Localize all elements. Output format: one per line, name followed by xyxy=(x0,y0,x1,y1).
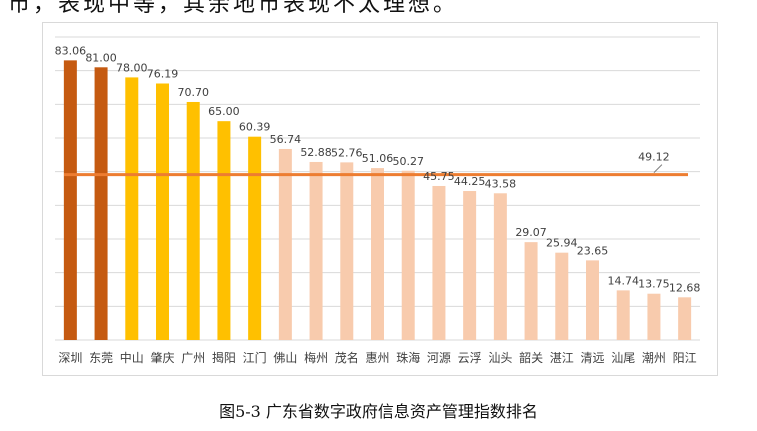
value-label: 76.19 xyxy=(147,67,179,80)
bar xyxy=(524,242,538,340)
bar xyxy=(94,67,108,341)
value-label: 23.65 xyxy=(577,244,609,257)
category-label: 东莞 xyxy=(89,351,113,365)
figure-caption: 图5-3 广东省数字政府信息资产管理指数排名 xyxy=(219,402,538,421)
bar xyxy=(125,77,139,341)
category-label: 广州 xyxy=(181,351,205,365)
category-label: 梅州 xyxy=(304,350,328,365)
bars xyxy=(63,60,692,341)
value-label: 52.76 xyxy=(331,146,363,159)
bar xyxy=(432,185,446,340)
value-label: 25.94 xyxy=(546,237,578,250)
bar xyxy=(63,60,77,341)
bar xyxy=(555,252,569,340)
bar xyxy=(678,297,692,340)
category-label: 佛山 xyxy=(273,351,297,365)
bar xyxy=(401,170,415,340)
category-label: 汕尾 xyxy=(611,351,635,365)
value-label: 14.74 xyxy=(607,274,639,287)
average-line-group: 49.12 xyxy=(64,151,688,177)
value-label: 78.00 xyxy=(116,61,148,74)
category-label: 湛江 xyxy=(550,351,574,365)
category-label: 珠海 xyxy=(396,350,420,365)
category-label: 惠州 xyxy=(365,351,389,365)
bar xyxy=(463,191,477,340)
category-label: 阳江 xyxy=(673,351,697,365)
average-label: 49.12 xyxy=(638,151,670,164)
bar xyxy=(647,293,661,340)
value-label: 81.00 xyxy=(85,51,117,64)
value-label: 56.74 xyxy=(270,133,302,146)
value-label: 51.06 xyxy=(362,152,394,165)
category-label: 云浮 xyxy=(458,351,482,365)
bar xyxy=(371,168,384,340)
category-label: 河源 xyxy=(427,351,451,365)
value-label: 43.58 xyxy=(485,177,517,190)
average-leader-line xyxy=(653,164,663,173)
value-label: 29.07 xyxy=(515,226,547,239)
value-label: 70.70 xyxy=(177,86,209,99)
bar xyxy=(186,101,200,340)
value-label: 50.27 xyxy=(392,155,424,168)
bar xyxy=(217,121,231,341)
bar xyxy=(248,136,262,340)
category-label: 茂名 xyxy=(335,350,359,365)
value-label: 44.25 xyxy=(454,175,486,188)
category-labels: 深圳 东莞 中山 肇庆 广州 揭阳 江门 佛山 梅州 茂名 惠州 珠海 河源 云浮 汕头 韶关 湛江 清远 汕尾 潮州… xyxy=(58,350,696,365)
value-label: 65.00 xyxy=(208,105,240,118)
category-label: 清远 xyxy=(580,351,604,365)
value-label: 45.75 xyxy=(423,170,455,183)
category-label: 汕头 xyxy=(488,351,512,365)
category-label: 揭阳 xyxy=(212,350,236,365)
bar xyxy=(586,260,599,340)
value-label: 12.68 xyxy=(669,281,701,294)
category-label: 潮州 xyxy=(642,350,666,365)
value-label: 52.88 xyxy=(300,146,332,159)
value-label: 83.06 xyxy=(55,44,87,57)
category-label: 江门 xyxy=(243,350,267,365)
bar xyxy=(340,162,354,340)
category-label: 深圳 xyxy=(58,351,82,365)
value-label: 60.39 xyxy=(239,121,271,134)
bar xyxy=(616,290,630,340)
bar xyxy=(493,193,507,340)
category-label: 肇庆 xyxy=(150,350,174,365)
category-label: 韶关 xyxy=(519,350,543,365)
bar xyxy=(156,83,169,341)
top-paragraph-text: 市，表现中等，其余地市表现不太理想。 xyxy=(8,0,459,17)
bar xyxy=(309,161,323,340)
category-label: 中山 xyxy=(120,350,144,365)
bar xyxy=(278,148,292,340)
value-label: 13.75 xyxy=(638,278,670,291)
